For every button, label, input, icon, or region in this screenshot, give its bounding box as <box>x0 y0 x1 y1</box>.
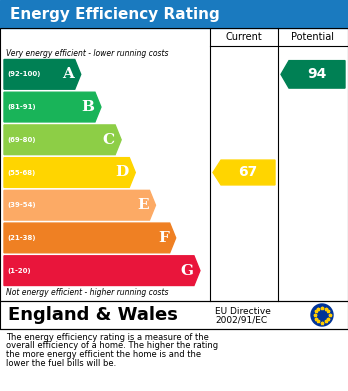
Polygon shape <box>4 256 200 285</box>
Text: D: D <box>115 165 128 179</box>
Text: the more energy efficient the home is and the: the more energy efficient the home is an… <box>6 350 201 359</box>
Text: (81-91): (81-91) <box>7 104 35 110</box>
Text: (92-100): (92-100) <box>7 71 40 77</box>
Text: A: A <box>62 67 74 81</box>
Text: Very energy efficient - lower running costs: Very energy efficient - lower running co… <box>6 49 168 58</box>
Polygon shape <box>4 92 101 122</box>
Text: C: C <box>102 133 114 147</box>
Text: Current: Current <box>226 32 262 42</box>
Bar <box>0 301 348 329</box>
Text: (39-54): (39-54) <box>7 202 35 208</box>
Text: Energy Efficiency Rating: Energy Efficiency Rating <box>10 7 220 22</box>
Text: 67: 67 <box>238 165 258 179</box>
Text: (55-68): (55-68) <box>7 170 35 176</box>
Polygon shape <box>4 190 156 220</box>
Circle shape <box>311 304 333 326</box>
Text: F: F <box>158 231 169 245</box>
Bar <box>0 28 348 301</box>
Text: overall efficiency of a home. The higher the rating: overall efficiency of a home. The higher… <box>6 341 218 350</box>
Polygon shape <box>4 125 121 155</box>
Text: 2002/91/EC: 2002/91/EC <box>215 316 267 325</box>
Text: Not energy efficient - higher running costs: Not energy efficient - higher running co… <box>6 288 168 297</box>
Text: B: B <box>81 100 94 114</box>
Bar <box>0 0 348 28</box>
Text: (21-38): (21-38) <box>7 235 35 241</box>
Text: England & Wales: England & Wales <box>8 306 178 324</box>
Polygon shape <box>281 61 345 88</box>
Text: E: E <box>137 198 149 212</box>
Polygon shape <box>4 158 135 187</box>
Text: lower the fuel bills will be.: lower the fuel bills will be. <box>6 359 116 368</box>
Polygon shape <box>213 160 275 185</box>
Text: The energy efficiency rating is a measure of the: The energy efficiency rating is a measur… <box>6 333 209 342</box>
Text: (1-20): (1-20) <box>7 268 31 274</box>
Polygon shape <box>4 223 176 253</box>
Text: 94: 94 <box>307 67 327 81</box>
Text: G: G <box>180 264 193 278</box>
Text: EU Directive: EU Directive <box>215 307 271 316</box>
Polygon shape <box>4 59 81 89</box>
Text: Potential: Potential <box>292 32 334 42</box>
Text: (69-80): (69-80) <box>7 137 35 143</box>
